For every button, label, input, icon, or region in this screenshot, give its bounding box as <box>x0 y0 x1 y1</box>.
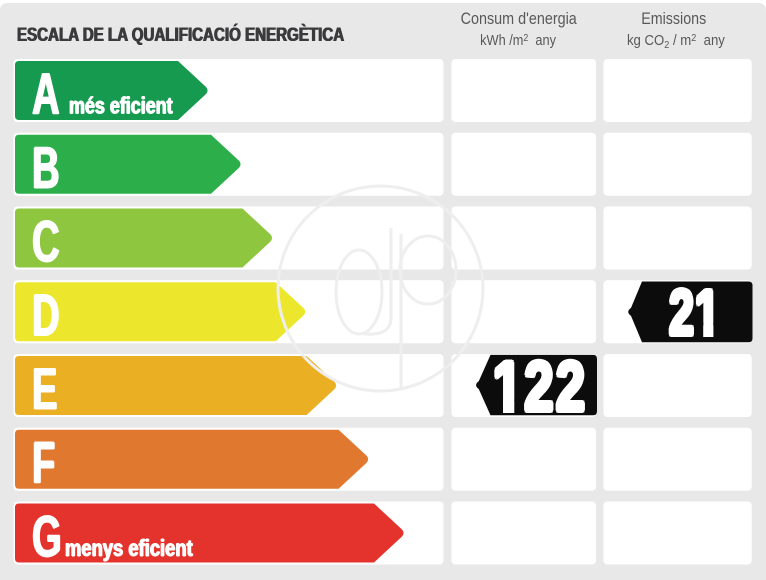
svg-text:A: A <box>32 62 60 127</box>
svg-text:C: C <box>33 209 61 274</box>
svg-text:menys eficient: menys eficient <box>65 536 193 561</box>
svg-text:més eficient: més eficient <box>70 93 174 119</box>
svg-text:B: B <box>32 136 60 201</box>
svg-text:21: 21 <box>669 279 720 351</box>
svg-text:E: E <box>31 357 57 422</box>
svg-text:E: E <box>32 358 58 423</box>
svg-text:més eficient: més eficient <box>69 93 173 119</box>
svg-text:122: 122 <box>493 351 588 429</box>
svg-text:F: F <box>31 431 54 496</box>
svg-text:menys eficient: menys eficient <box>66 536 194 561</box>
svg-text:E: E <box>32 356 58 421</box>
svg-text:més eficient: més eficient <box>69 93 173 119</box>
svg-text:122: 122 <box>491 348 586 426</box>
svg-text:A: A <box>32 63 60 128</box>
svg-text:F: F <box>32 430 55 495</box>
svg-text:A: A <box>33 62 61 127</box>
svg-text:F: F <box>32 431 55 496</box>
svg-text:C: C <box>32 210 60 275</box>
svg-text:122: 122 <box>495 348 590 426</box>
svg-text:G: G <box>32 505 62 570</box>
svg-text:C: C <box>32 209 60 274</box>
svg-text:G: G <box>32 504 62 569</box>
svg-text:A: A <box>32 61 60 126</box>
svg-text:B: B <box>31 136 59 201</box>
svg-text:B: B <box>32 135 60 200</box>
svg-text:F: F <box>33 431 56 496</box>
svg-text:més eficient: més eficient <box>69 94 173 120</box>
svg-text:B: B <box>32 136 60 201</box>
svg-text:menys eficient: menys eficient <box>65 537 193 562</box>
svg-text:D: D <box>31 283 59 348</box>
svg-text:21: 21 <box>670 278 721 350</box>
svg-text:21: 21 <box>668 278 719 350</box>
svg-text:122: 122 <box>491 346 586 424</box>
svg-text:G: G <box>33 504 63 569</box>
svg-text:A: A <box>31 62 59 127</box>
svg-text:D: D <box>32 283 60 348</box>
svg-text:menys eficient: menys eficient <box>65 536 193 561</box>
svg-text:F: F <box>32 431 55 496</box>
svg-text:21: 21 <box>668 275 719 347</box>
svg-text:menys eficient: menys eficient <box>64 536 192 561</box>
svg-text:122: 122 <box>494 346 589 424</box>
svg-text:122: 122 <box>491 350 586 428</box>
svg-text:122: 122 <box>493 346 588 424</box>
svg-text:G: G <box>32 504 62 569</box>
svg-text:D: D <box>33 283 61 348</box>
svg-text:C: C <box>32 209 60 274</box>
svg-text:D: D <box>32 283 60 348</box>
svg-text:B: B <box>33 136 61 201</box>
svg-text:122: 122 <box>493 348 588 426</box>
svg-text:D: D <box>32 284 60 349</box>
svg-text:21: 21 <box>667 277 718 349</box>
svg-text:E: E <box>33 357 59 422</box>
svg-text:C: C <box>31 209 59 274</box>
svg-text:122: 122 <box>494 350 589 428</box>
svg-text:E: E <box>32 357 58 422</box>
svg-text:més eficient: més eficient <box>68 93 172 119</box>
svg-text:G: G <box>31 504 61 569</box>
